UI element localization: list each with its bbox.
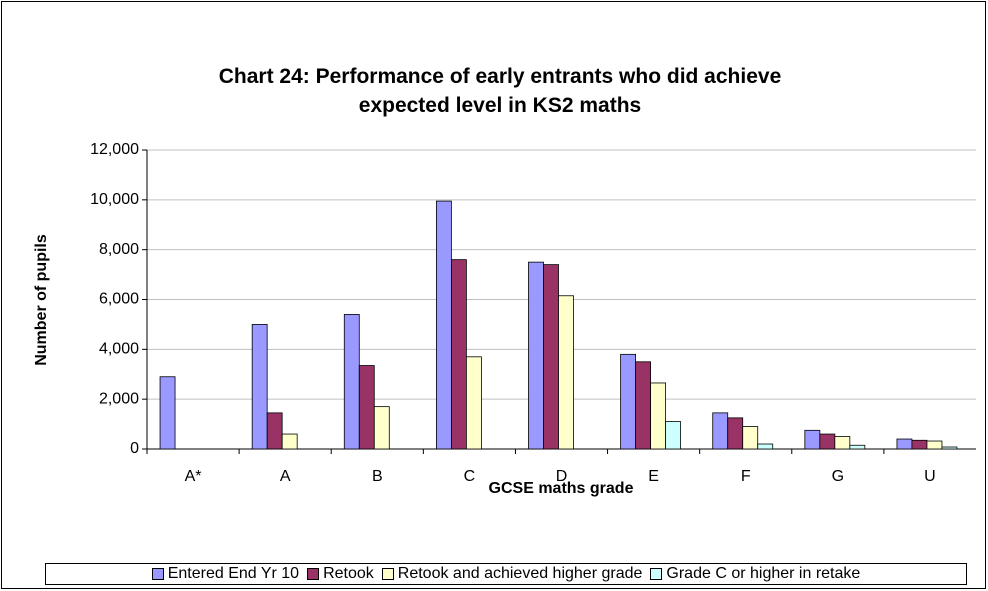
legend-label: Retook and achieved higher grade	[397, 565, 643, 582]
bar	[727, 417, 744, 450]
bar	[465, 356, 482, 450]
legend-swatch	[650, 568, 663, 580]
bar	[650, 382, 667, 450]
bar	[620, 353, 637, 450]
y-tick-label: 4,000	[99, 341, 139, 358]
legend-item: Entered End Yr 10	[151, 565, 300, 583]
bar	[435, 200, 452, 450]
x-tick-label: B	[372, 468, 383, 485]
bar	[543, 264, 559, 450]
legend-swatch	[381, 568, 394, 580]
legend-item: Retook and achieved higher grade	[381, 565, 643, 583]
bar	[528, 261, 544, 450]
legend-label: Retook	[323, 565, 374, 582]
x-tick-label: G	[832, 468, 844, 485]
legend-item: Grade C or higher in retake	[650, 565, 860, 583]
bar	[635, 361, 652, 450]
y-axis-label: Number of pupils	[33, 234, 50, 366]
bar	[558, 295, 574, 450]
legend: Entered End Yr 10 Retook Retook and achiev…	[45, 563, 967, 585]
bar	[757, 443, 774, 450]
legend-swatch	[151, 568, 164, 580]
x-tick-label: D	[556, 468, 568, 485]
x-tick-label: F	[741, 468, 751, 485]
bar	[819, 433, 836, 450]
bar	[665, 421, 682, 450]
x-tick-label: A	[280, 468, 291, 485]
chart-title: Chart 24: Performance of early entrants …	[218, 65, 782, 117]
bar	[926, 440, 943, 450]
bar	[159, 376, 176, 450]
y-tick-label: 10,000	[90, 191, 139, 208]
bar	[266, 412, 283, 450]
bar	[941, 446, 958, 450]
y-tick-label: 2,000	[99, 390, 139, 407]
bar	[911, 439, 928, 450]
bar	[373, 406, 390, 450]
bar	[834, 436, 851, 450]
legend-swatch	[307, 568, 320, 580]
y-tick-label: 8,000	[99, 241, 139, 258]
bar	[358, 365, 375, 450]
y-tick-label: 12,000	[90, 141, 139, 158]
y-tick-label: 0	[130, 440, 139, 457]
bar	[804, 429, 821, 450]
bar	[896, 438, 913, 450]
x-tick-label: E	[648, 468, 659, 485]
legend-label: Grade C or higher in retake	[666, 565, 861, 582]
bar	[450, 259, 467, 450]
legend-item: Retook	[307, 565, 374, 583]
legend-label: Entered End Yr 10	[167, 565, 300, 582]
y-tick-label: 6,000	[99, 291, 139, 308]
x-tick-label: C	[464, 468, 476, 485]
bar	[343, 314, 360, 450]
bar	[712, 412, 729, 450]
x-axis-label: GCSE maths grade	[489, 480, 634, 497]
x-tick-label: A*	[185, 468, 202, 485]
bar	[281, 433, 298, 450]
bar	[251, 324, 268, 450]
bar	[849, 444, 866, 450]
x-tick-label: U	[924, 468, 936, 485]
bar	[742, 426, 759, 450]
